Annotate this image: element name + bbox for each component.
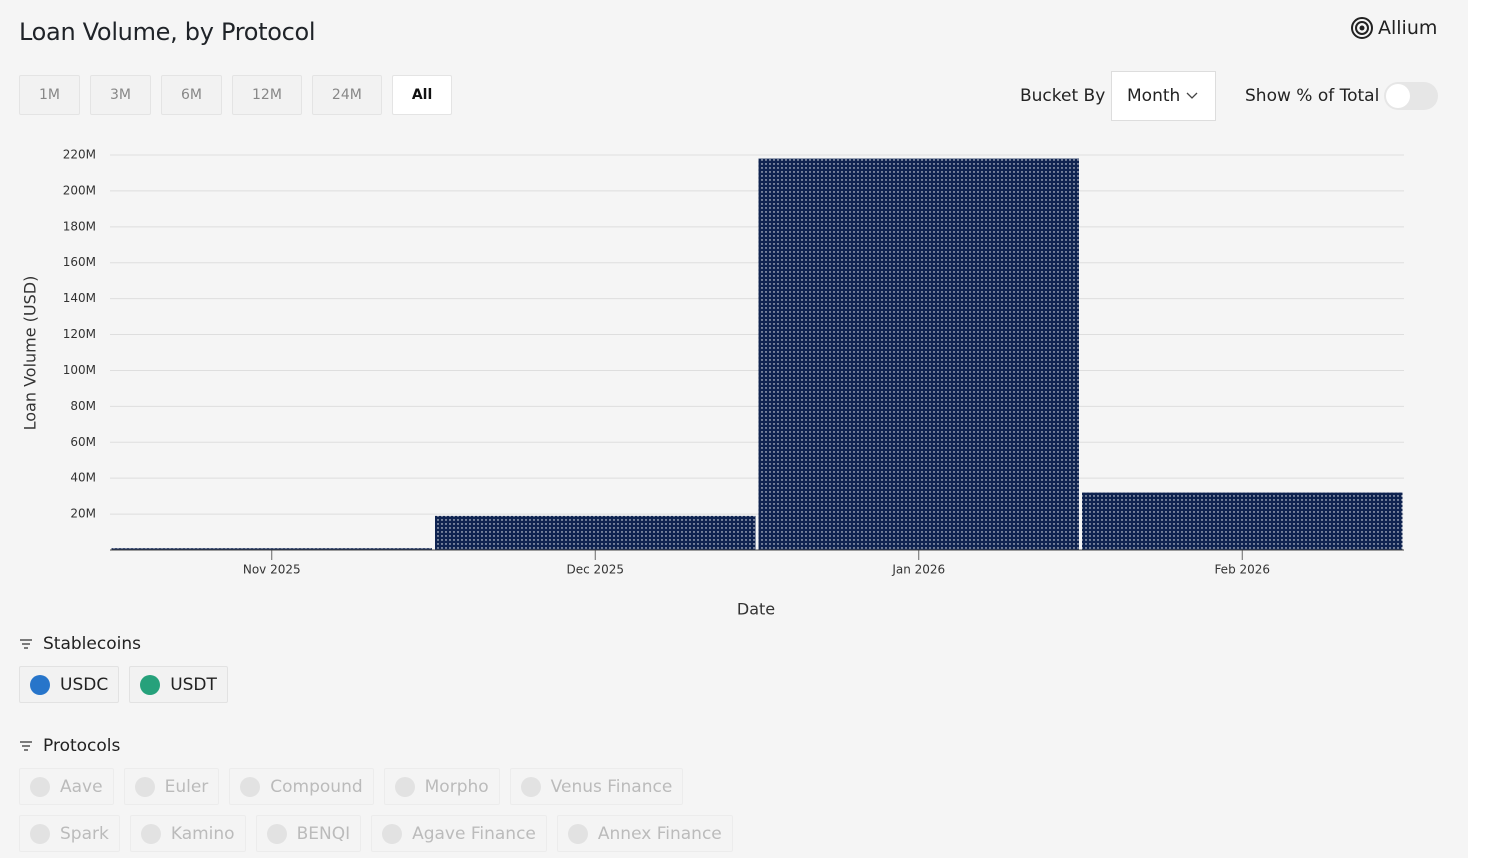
range-button[interactable]: 24M [311, 75, 382, 115]
bar [758, 158, 1079, 550]
stablecoin-chips: USDC USDT [19, 666, 228, 703]
y-tick-label: 60M [70, 435, 96, 449]
range-button[interactable]: 3M [90, 75, 151, 115]
protocol-icon [382, 823, 403, 844]
chip-row: USDC USDT [19, 666, 228, 703]
bar [111, 548, 432, 550]
chip-label: Venus Finance [550, 776, 673, 797]
x-tick-label: Jan 2026 [891, 563, 945, 577]
protocol-chip[interactable]: Annex Finance [556, 815, 733, 852]
chevron [1186, 92, 1198, 99]
y-tick-label: 100M [63, 363, 96, 377]
stablecoin-chip[interactable]: USDC [19, 666, 120, 703]
x-tick-label: Nov 2025 [243, 563, 301, 577]
protocols-title: Protocols [43, 736, 121, 756]
chip-label: Compound [270, 776, 363, 797]
y-tick-label: 40M [70, 471, 96, 485]
brand-name: Allium [1378, 17, 1438, 39]
protocol-icon [394, 776, 415, 797]
toggle-switch[interactable] [1384, 82, 1438, 110]
bar [1082, 492, 1403, 550]
filter-icon [20, 741, 32, 751]
chip-label: Euler [164, 776, 209, 797]
protocol-icon [520, 776, 541, 797]
bucket-select[interactable]: Month [1111, 71, 1216, 121]
protocol-icon [567, 823, 588, 844]
chip-label: Aave [60, 776, 103, 797]
page-title: Loan Volume, by Protocol [19, 18, 316, 46]
x-tick-label: Feb 2026 [1214, 563, 1270, 577]
bucket-value: Month [1127, 86, 1181, 106]
protocol-icon [266, 823, 287, 844]
coin-icon [30, 674, 50, 695]
x-tick-label: Dec 2025 [566, 563, 624, 577]
range-button[interactable]: 12M [232, 75, 302, 115]
protocol-chip[interactable]: Compound [229, 768, 374, 805]
y-tick-label: 160M [63, 255, 96, 269]
protocol-icon [240, 776, 261, 797]
y-tick-label: 220M [63, 148, 96, 162]
stablecoins-header: Stablecoins [19, 634, 141, 654]
protocol-chip[interactable]: Euler [123, 768, 220, 805]
chip-label: BENQI [296, 823, 351, 844]
protocol-chip[interactable]: Aave [19, 768, 114, 805]
bar [435, 515, 756, 550]
chip-label: Annex Finance [597, 823, 722, 844]
chip-label: Agave Finance [412, 823, 536, 844]
coin-icon [140, 674, 161, 695]
protocol-chip[interactable]: Agave Finance [371, 815, 547, 852]
stablecoin-chip[interactable]: USDT [129, 666, 228, 703]
protocol-icon [30, 823, 50, 844]
y-axis-title: Loan Volume (USD) [21, 276, 40, 431]
chip-label: Spark [60, 823, 109, 844]
chip-label: USDT [170, 674, 217, 695]
stablecoins-title: Stablecoins [43, 634, 141, 654]
toggle-knob [1386, 84, 1410, 108]
protocol-icon [30, 776, 50, 797]
protocol-chips: Aave Euler Compound Morpho Venus Finance Spar… [19, 768, 733, 852]
protocol-chip[interactable]: BENQI [255, 815, 362, 852]
chart: Loan Volume (USD) Date 20M 40M 60M 80M 100M 1… [21, 148, 1404, 619]
brand-logo [1351, 17, 1373, 39]
chip-row: Spark Kamino BENQI Agave Finance Annex Finan… [19, 815, 733, 852]
chip-label: USDC [60, 674, 109, 695]
x-axis-title: Date [737, 600, 775, 619]
y-tick-label: 120M [63, 327, 96, 341]
bucket-label: Bucket By [1020, 86, 1106, 106]
brand: Allium [1350, 16, 1437, 40]
chip-label: Kamino [170, 823, 235, 844]
protocol-chip[interactable]: Morpho [383, 768, 500, 805]
protocols-header: Protocols [19, 736, 120, 756]
toggle-label: Show % of Total [1245, 86, 1380, 106]
protocol-icon [134, 776, 155, 797]
protocol-chip[interactable]: Spark [19, 815, 120, 852]
chip-row: Aave Euler Compound Morpho Venus Finance [19, 768, 733, 805]
protocol-chip[interactable]: Venus Finance [509, 768, 684, 805]
chip-label: Morpho [424, 776, 489, 797]
range-buttons: 1M 3M 6M 12M 24M All [19, 75, 453, 115]
range-button[interactable]: 6M [161, 75, 222, 115]
y-tick-label: 20M [70, 507, 96, 521]
y-tick-label: 180M [63, 219, 96, 233]
y-tick-label: 140M [63, 291, 96, 305]
y-tick-label: 200M [63, 183, 96, 197]
range-button[interactable]: 1M [19, 75, 80, 115]
filter-icon [20, 639, 32, 649]
protocol-chip[interactable]: Kamino [129, 815, 246, 852]
protocol-icon [140, 823, 161, 844]
range-button[interactable]: All [391, 75, 453, 115]
y-tick-label: 80M [70, 399, 96, 413]
